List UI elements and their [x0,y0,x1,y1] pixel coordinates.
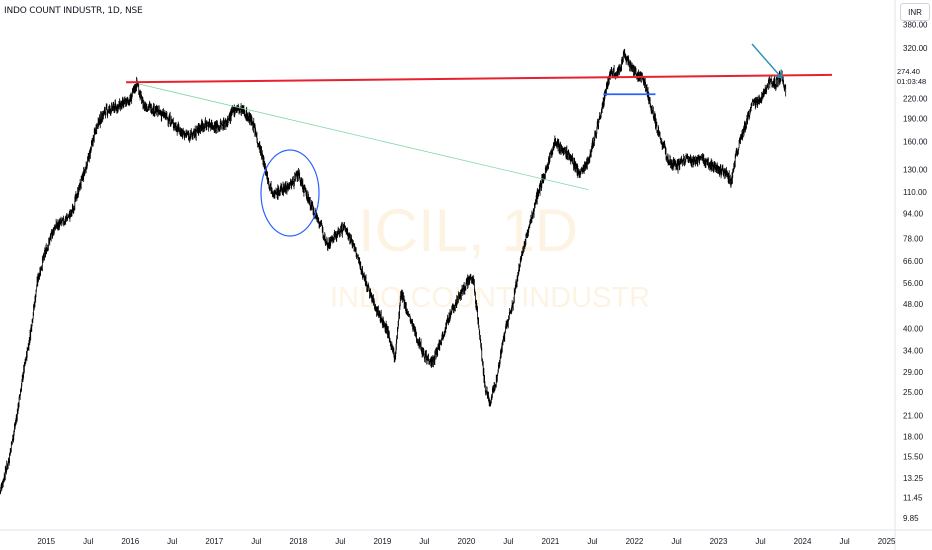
highlight-circle [260,149,320,237]
y-tick-label: 110.00 [903,188,927,197]
drawings-layer [126,43,832,237]
y-tick-label: 320.00 [903,44,928,53]
x-tick-label: 2018 [289,537,307,546]
y-tick-label: 11.45 [903,493,923,502]
time-axis: 2015 Jul 2016 Jul 2017 Jul 2018 Jul 2019 Jul 2020 J… [0,529,932,546]
y-tick-label: 66.00 [903,257,924,266]
x-tick-label: Jul [251,537,261,546]
x-tick-label: 2021 [542,537,560,546]
x-tick-label: Jul [755,537,765,546]
watermark-name: INDO COUNT INDUSTR [330,282,651,314]
y-tick-label: 220.00 [903,94,928,103]
y-tick-label: 380.00 [903,21,928,30]
x-tick-label: 2023 [710,537,728,546]
y-tick-label: 78.00 [903,234,924,243]
y-tick-label: 94.00 [903,209,924,218]
y-tick-label: 160.00 [903,137,928,146]
x-tick-label: 2016 [121,537,139,546]
y-tick-label: 56.00 [903,279,924,288]
y-tick-label: 34.00 [903,347,924,356]
x-tick-label: 2015 [37,537,55,546]
y-tick-label: 29.00 [903,368,924,377]
x-tick-label: Jul [335,537,345,546]
last-price-badge: 274.40 01:03:48 [897,67,932,87]
watermark-symbol: ICIL, 1D [358,197,579,264]
y-tick-label: 40.00 [903,325,924,334]
y-tick-label: 9.85 [903,514,919,523]
x-tick-label: Jul [839,537,849,546]
x-tick-label: 2017 [205,537,223,546]
x-tick-label: Jul [83,537,93,546]
x-tick-label: Jul [671,537,681,546]
x-tick-label: 2022 [626,537,644,546]
x-tick-label: Jul [419,537,429,546]
price-axis: 380.00 320.00 220.00 190.00 160.00 130.00 110.… [894,0,928,550]
candles-layer [0,48,787,495]
arrow-head [774,69,783,79]
y-tick-label: 13.25 [903,474,924,483]
resistance-line [126,73,832,84]
x-tick-label: 2025 [878,537,896,546]
last-price: 274.40 [897,67,920,76]
arrow-annotation [751,43,782,78]
x-tick-label: Jul [503,537,513,546]
x-tick-label: 2024 [794,537,812,546]
y-tick-label: 25.00 [903,388,924,397]
bar-countdown: 01:03:48 [897,77,927,86]
chart-title: INDO COUNT INDUSTR, 1D, NSE [4,6,143,16]
x-tick-label: 2020 [458,537,476,546]
trend-line [138,83,589,191]
y-tick-label: 15.50 [903,453,924,462]
y-tick-label: 21.00 [903,412,924,421]
x-tick-label: Jul [587,537,597,546]
y-tick-label: 190.00 [903,114,928,123]
x-tick-label: 2019 [373,537,391,546]
y-tick-label: 18.00 [903,432,924,441]
y-tick-label: 130.00 [903,165,928,174]
currency-button[interactable]: INR [900,3,930,21]
x-tick-label: Jul [167,537,177,546]
y-tick-label: 48.00 [903,300,924,309]
